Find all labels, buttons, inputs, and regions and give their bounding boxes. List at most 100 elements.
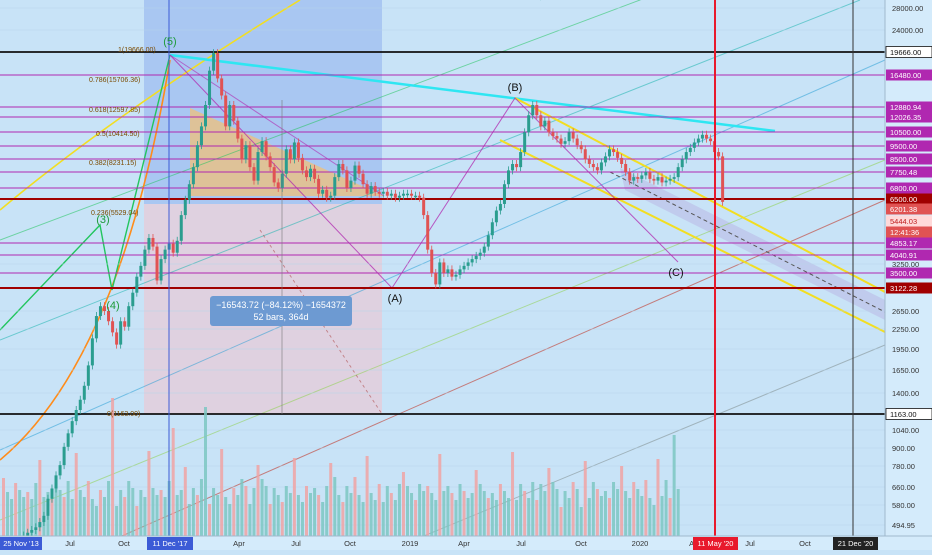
candle-body-175 [709,138,712,142]
candle-body-61 [248,145,252,168]
candle-body-167 [676,167,680,178]
candle-body-73 [296,142,300,158]
candle-body-51 [208,70,212,105]
candle-body-142 [575,138,579,146]
candle-body-93 [377,191,381,194]
candle-body-48 [195,145,199,168]
time-tick-9: 2020 [632,539,649,548]
yellow-channel-upper [514,97,886,293]
volume-bar-17 [70,499,74,536]
volume-bar-75 [305,486,308,536]
candle-body-58 [236,120,240,139]
candle-body-57 [232,104,236,121]
measure-box: −16543.72 (−84.12%) −1654372 52 bars, 36… [210,296,352,326]
fib-label-5: 0.236(5529.04) [91,210,138,217]
candle-body-30 [123,321,127,327]
volume-bar-92 [373,500,377,536]
volume-bar-115 [466,498,470,536]
volume-bar-16 [66,481,70,536]
wave-label-3: (A) [388,293,403,305]
candle-body-154 [624,163,628,173]
volume-bar-64 [260,479,264,536]
level-tag-bg-4 [886,126,932,138]
candle-body-151 [612,149,616,153]
candle-body-164 [664,180,668,183]
candles-layer [11,49,725,555]
volume-bar-76 [309,493,313,536]
level-tag-bg-7 [886,166,932,178]
candle-body-106 [430,249,434,273]
volume-bar-151 [612,482,616,536]
candle-body-72 [292,142,296,160]
volume-bar-154 [624,491,628,536]
volume-bar-22 [90,499,94,536]
volume-bar-2 [10,499,14,536]
level-tag-14: 4040.91 [890,251,917,260]
candle-body-70 [284,149,288,174]
volume-bar-90 [365,456,369,536]
volume-bar-155 [628,498,632,536]
wave-label-5: (C) [668,267,683,279]
level-tag-13: 4853.17 [890,239,917,248]
volume-bar-149 [603,491,607,536]
volume-bar-78 [317,495,321,536]
level-tag-3: 12026.35 [890,113,921,122]
volume-bar-42 [171,428,175,536]
price-tick-5: 780.00 [892,462,915,471]
time-tick-7: Jul [516,539,526,548]
candle-body-47 [191,167,195,185]
candle-body-28 [115,332,119,345]
candle-body-178 [721,156,725,202]
volume-bar-146 [591,482,595,536]
volume-bar-82 [333,477,337,536]
time-axis[interactable]: JulOctAprJulOct2019AprJulOct2020AprJulOc… [0,537,878,550]
candle-body-125 [507,170,510,185]
candle-body-140 [567,132,571,142]
candle-body-68 [276,182,280,188]
volume-bar-147 [595,489,599,536]
candle-body-118 [478,252,482,256]
candle-body-42 [171,243,175,253]
volume-bar-157 [636,489,640,536]
volume-bar-51 [208,504,212,536]
candle-body-21 [86,365,90,386]
volume-bar-43 [175,495,179,536]
time-tick-1: Oct [118,539,131,548]
candle-body-105 [426,215,430,250]
price-axis[interactable]: 28000.00 24000.00 494.95 580.00 660.00 780.00… [892,4,923,530]
volume-bar-101 [410,493,414,536]
candle-body-124 [502,184,506,204]
candle-body-46 [187,184,191,200]
volume-bar-118 [478,484,482,536]
candle-body-79 [321,189,325,194]
candle-body-150 [608,149,611,157]
volume-bar-26 [107,481,111,536]
volume-bar-165 [668,498,672,536]
volume-bar-124 [502,491,506,536]
level-tag-2: 12880.94 [890,103,921,112]
volume-bar-30 [123,497,127,536]
volume-bar-20 [82,497,86,536]
candle-body-149 [603,156,607,163]
candle-body-19 [78,399,82,410]
candle-body-36 [147,237,151,250]
wave-label-2: (4) [106,300,119,312]
volume-bar-94 [381,502,385,536]
candle-body-144 [583,149,587,160]
volume-bar-18 [74,453,78,536]
candle-body-44 [179,215,183,241]
volume-bar-107 [434,500,438,536]
level-tag-11: 5444.03 [890,217,917,226]
volume-bar-60 [244,486,248,536]
fib-label-4: 0.382(8231.15) [89,160,136,167]
volume-bar-116 [470,493,474,536]
candle-body-39 [159,259,163,281]
price-tick-11: 2250.00 [892,325,919,334]
volume-bar-164 [664,480,668,536]
candle-body-135 [547,120,551,133]
fib-label-6: 0(1163.00) [107,411,140,418]
candle-body-101 [410,193,414,196]
candle-body-97 [393,193,397,198]
